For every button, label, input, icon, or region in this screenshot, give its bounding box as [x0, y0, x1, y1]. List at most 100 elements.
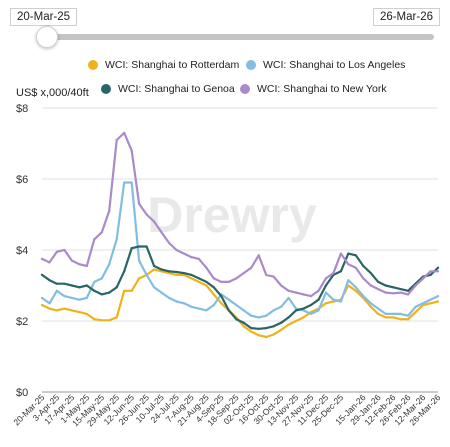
data-point — [309, 295, 313, 298]
data-point — [48, 307, 51, 310]
data-point — [392, 312, 395, 315]
data-point — [78, 286, 81, 289]
data-point — [257, 334, 260, 337]
data-point — [279, 305, 283, 308]
data-point — [123, 270, 126, 273]
data-point — [347, 252, 350, 255]
series-line-1 — [40, 181, 440, 319]
data-point — [242, 309, 245, 312]
drewry-watermark: Drewry — [147, 187, 317, 243]
data-point — [48, 279, 51, 282]
data-point — [257, 316, 260, 319]
data-point — [324, 277, 328, 280]
data-point — [265, 273, 268, 276]
data-point — [63, 307, 66, 310]
legend-label-los-angeles: WCI: Shanghai to Los Angeles — [263, 59, 406, 71]
data-point — [265, 314, 268, 317]
data-point — [414, 305, 417, 308]
data-point — [93, 289, 96, 292]
data-point — [160, 291, 163, 294]
data-point — [250, 330, 253, 333]
data-point — [138, 259, 141, 262]
data-point — [227, 298, 230, 301]
data-point — [377, 307, 380, 310]
data-point — [152, 286, 156, 289]
data-point — [100, 293, 103, 296]
data-point — [130, 247, 133, 250]
legend-label-genoa: WCI: Shanghai to Genoa — [118, 83, 235, 95]
data-point — [332, 298, 335, 301]
data-point — [190, 256, 193, 259]
legend-swatch-genoa — [101, 84, 111, 94]
data-point — [205, 309, 208, 312]
legend-item-genoa[interactable]: WCI: Shanghai to Genoa — [101, 83, 235, 95]
data-point — [108, 291, 111, 294]
data-point — [294, 307, 298, 310]
data-point — [212, 277, 215, 280]
data-point — [339, 252, 342, 255]
data-point — [85, 264, 88, 268]
data-point — [115, 316, 118, 319]
data-point — [85, 284, 88, 287]
date-range-slider-handle[interactable] — [36, 26, 58, 48]
legend-item-rotterdam[interactable]: WCI: Shanghai to Rotterdam — [88, 59, 239, 71]
data-point — [123, 181, 126, 184]
legend-item-los-angeles[interactable]: WCI: Shanghai to Los Angeles — [246, 59, 405, 71]
data-point — [294, 309, 298, 312]
data-point — [235, 277, 238, 280]
date-range-slider-track[interactable] — [44, 34, 434, 40]
data-point — [205, 266, 208, 269]
data-point — [167, 270, 171, 273]
data-point — [399, 287, 402, 291]
data-point — [212, 286, 215, 289]
data-point — [369, 284, 372, 287]
data-point — [332, 271, 335, 275]
data-point — [265, 335, 268, 339]
data-point — [242, 321, 245, 324]
data-point — [265, 327, 268, 330]
data-point — [272, 333, 275, 336]
data-point — [78, 311, 81, 314]
data-point — [197, 257, 201, 260]
data-point — [287, 323, 290, 326]
data-point — [250, 327, 253, 330]
data-point — [175, 300, 178, 303]
data-point — [294, 319, 298, 323]
range-end-date[interactable]: 26-Mar-26 — [372, 8, 440, 26]
data-point — [85, 312, 88, 315]
data-point — [212, 303, 215, 307]
data-point — [40, 296, 44, 300]
data-point — [407, 293, 410, 296]
data-point — [429, 298, 432, 301]
data-point — [70, 284, 73, 287]
data-point — [362, 295, 365, 298]
data-point — [145, 245, 148, 248]
data-point — [354, 254, 357, 257]
legend-swatch-los-angeles — [246, 60, 256, 70]
data-point — [421, 302, 425, 305]
data-point — [123, 289, 126, 292]
data-point — [40, 273, 44, 276]
legend-item-new-york[interactable]: WCI: Shanghai to New York — [240, 83, 387, 95]
data-point — [369, 271, 372, 275]
data-point — [369, 305, 372, 308]
data-point — [93, 280, 96, 284]
data-point — [257, 254, 260, 257]
data-point — [138, 245, 141, 248]
data-point — [242, 325, 245, 328]
data-point — [220, 295, 223, 298]
data-point — [242, 271, 245, 275]
data-point — [362, 277, 365, 280]
legend-swatch-new-york — [240, 84, 250, 94]
data-point — [302, 293, 305, 296]
data-point — [167, 241, 171, 244]
data-point — [55, 282, 59, 285]
y-tick-label: $2 — [16, 316, 28, 328]
data-point — [182, 271, 186, 275]
data-point — [347, 263, 350, 266]
data-point — [78, 298, 81, 301]
data-point — [309, 303, 313, 307]
data-point — [130, 149, 133, 152]
range-start-date[interactable]: 20-Mar-25 — [10, 8, 78, 26]
data-point — [324, 284, 328, 287]
